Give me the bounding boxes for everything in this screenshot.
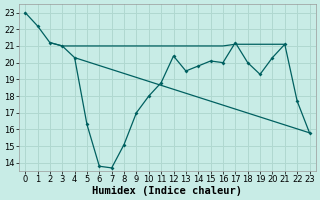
- X-axis label: Humidex (Indice chaleur): Humidex (Indice chaleur): [92, 186, 242, 196]
